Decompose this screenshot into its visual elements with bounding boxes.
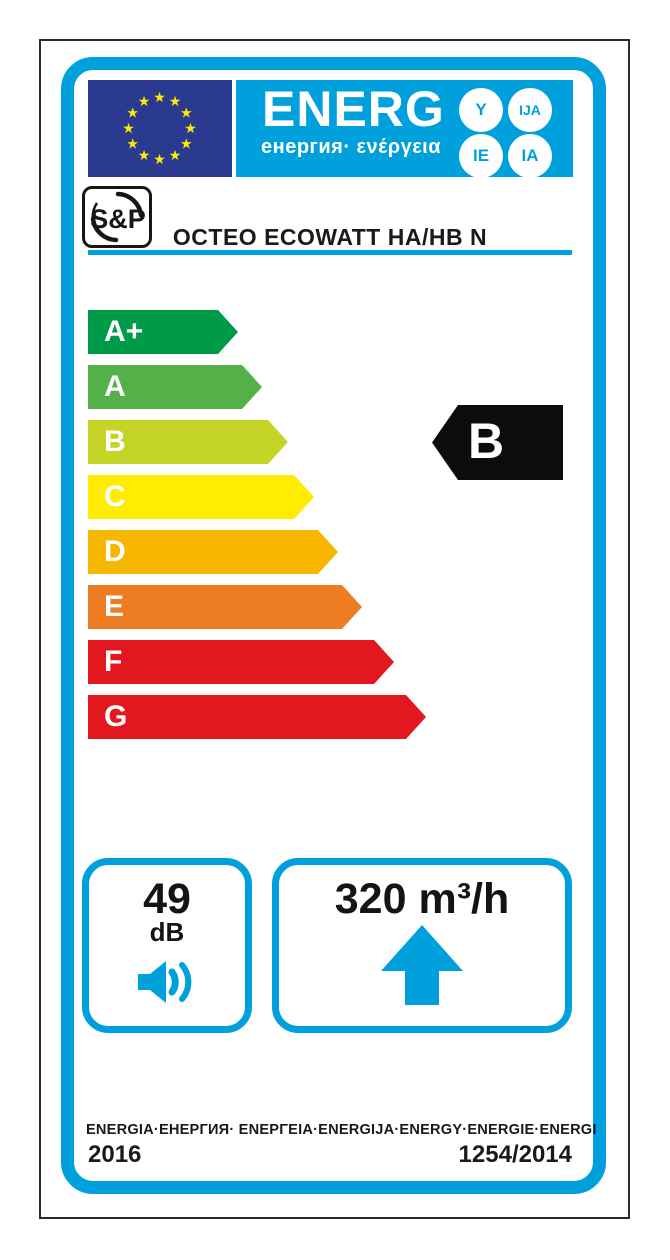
grade-label: G — [104, 700, 128, 733]
fan-logo-icon: S&P — [90, 191, 146, 243]
noise-value: 49 — [143, 875, 191, 923]
grade-arrow-a: A — [88, 365, 262, 409]
energ-title: ENERG — [262, 81, 445, 137]
grade-arrow-f: F — [88, 640, 394, 684]
grade-arrow-g: G — [88, 695, 426, 739]
airflow-value: 320 m³/h — [334, 875, 510, 923]
energ-subtitle: енергия· ενέργεια — [261, 136, 442, 158]
svg-text:★: ★ — [180, 106, 193, 122]
grade-label: E — [104, 590, 125, 623]
grade-label: C — [104, 480, 126, 513]
product-name: OCTEO ECOWATT HA/HB N — [172, 224, 488, 250]
brand-logo-text: S&P — [90, 204, 146, 234]
divider-rule — [88, 250, 572, 255]
noise-box: 49 dB — [82, 858, 252, 1033]
energ-suffix-y: Y — [459, 88, 503, 132]
grade-label: A — [104, 370, 126, 403]
up-arrow-icon — [381, 925, 463, 1005]
energ-suffix-ie: IE — [459, 134, 503, 178]
airflow-box: 320 m³/h — [272, 858, 572, 1033]
regulation-number: 1254/2014 — [458, 1141, 572, 1168]
rating-pointer: B — [432, 405, 563, 480]
grade-label: B — [104, 425, 126, 458]
svg-text:★: ★ — [153, 152, 166, 168]
grade-label: F — [104, 645, 123, 678]
svg-text:★: ★ — [126, 106, 139, 122]
grade-arrow-a-plus: A+ — [88, 310, 238, 354]
rating-letter: B — [468, 413, 505, 469]
svg-text:★: ★ — [153, 90, 166, 106]
svg-text:★: ★ — [126, 137, 139, 153]
label-blue-border — [61, 57, 606, 1194]
energ-suffix-ija: IJA — [508, 88, 552, 132]
svg-text:★: ★ — [169, 94, 182, 110]
grade-arrow-c: C — [88, 475, 314, 519]
label-year: 2016 — [88, 1141, 142, 1168]
svg-text:★: ★ — [122, 121, 135, 137]
svg-text:★: ★ — [184, 121, 197, 137]
brand-logo: S&P — [82, 186, 152, 248]
energ-suffix-ia: IA — [508, 134, 552, 178]
outer-border — [39, 39, 630, 1219]
grade-label: D — [104, 535, 126, 568]
eu-stars-icon: ★ ★ ★ ★ ★ ★ ★ ★ ★ ★ ★ ★ — [122, 90, 197, 168]
grade-arrow-e: E — [88, 585, 362, 629]
grade-arrow-d: D — [88, 530, 338, 574]
svg-text:★: ★ — [180, 137, 193, 153]
svg-text:★: ★ — [138, 94, 151, 110]
grade-label: A+ — [104, 315, 144, 348]
grade-arrow-b: B — [88, 420, 288, 464]
speaker-icon — [138, 961, 192, 1003]
noise-unit: dB — [149, 917, 185, 947]
eu-flag-icon: ★ ★ ★ ★ ★ ★ ★ ★ ★ ★ ★ ★ — [88, 80, 232, 177]
energy-words: ENERGIA·ЕНЕРГИЯ· ΕΝΕΡΓΕΙΑ·ENERGIJA·ENERG… — [86, 1122, 597, 1138]
svg-text:★: ★ — [138, 148, 151, 164]
svg-text:★: ★ — [169, 148, 182, 164]
